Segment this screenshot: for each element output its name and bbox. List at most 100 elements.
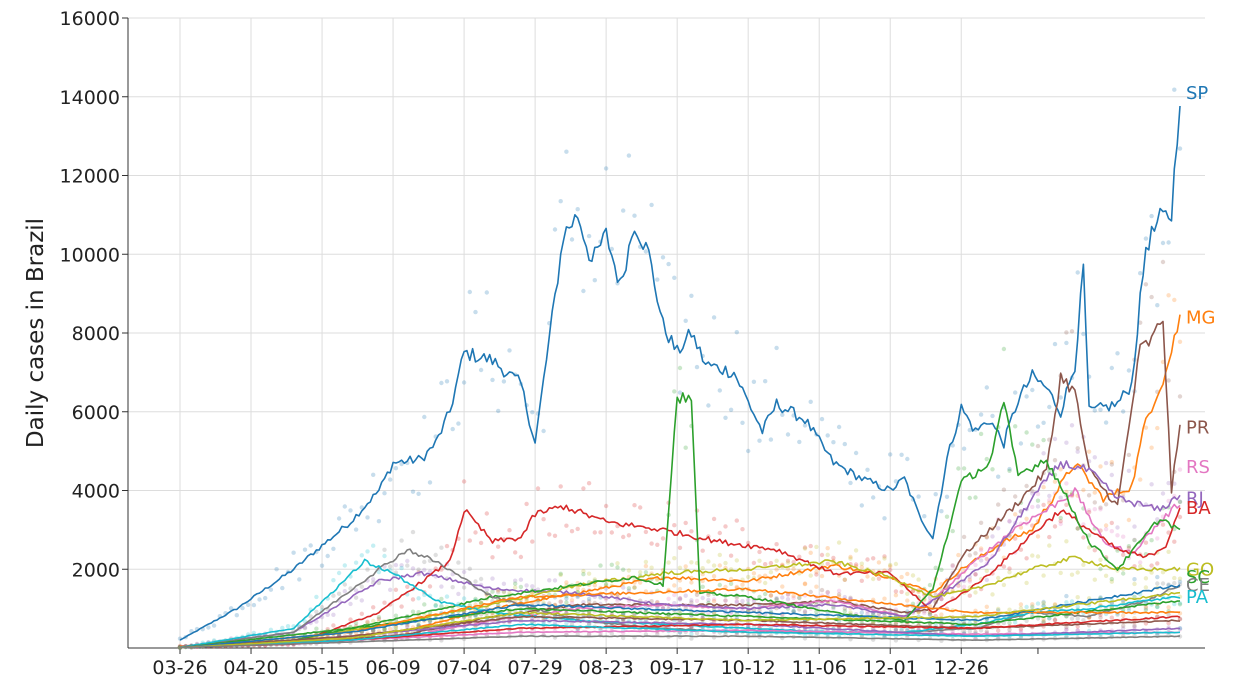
series-line: [179, 635, 1181, 649]
scatter-point: [467, 615, 472, 621]
scatter-point: [359, 584, 364, 589]
scatter-point: [740, 527, 745, 532]
scatter-point: [774, 542, 779, 547]
scatter-point: [933, 565, 938, 570]
scatter-point: [416, 491, 421, 496]
scatter-point: [1143, 606, 1149, 611]
scatter-point: [1109, 520, 1115, 526]
scatter-point: [535, 486, 541, 491]
scatter-point: [1075, 446, 1080, 451]
scatter-point: [365, 549, 370, 554]
scatter-point: [723, 415, 728, 420]
scatter-point: [825, 589, 830, 595]
scatter-point: [763, 580, 768, 586]
scatter-point: [456, 560, 461, 565]
scatter-point: [558, 572, 563, 578]
scatter-point: [1064, 340, 1069, 346]
scatter-point: [660, 536, 666, 541]
scatter-point: [694, 598, 700, 604]
scatter-point: [461, 380, 467, 385]
scatter-point: [1109, 365, 1115, 371]
scatter-point: [1081, 487, 1086, 493]
scatter-point: [603, 166, 609, 171]
scatter-point: [643, 570, 649, 575]
scatter-point: [728, 581, 734, 586]
scatter-point: [643, 559, 649, 565]
scatter-point: [780, 412, 785, 417]
scatter-point: [774, 597, 779, 602]
scatter-point: [308, 614, 313, 619]
scatter-point: [1035, 491, 1041, 497]
scatter-point: [285, 624, 291, 629]
scatter-point: [1177, 579, 1183, 584]
scatter-point: [427, 569, 433, 574]
scatter-point: [564, 580, 569, 585]
scatter-point: [501, 379, 507, 384]
scatter-point: [1155, 561, 1160, 566]
scatter-point: [1052, 524, 1058, 529]
scatter-point: [598, 530, 603, 535]
series-line-ce: [179, 548, 1181, 648]
scatter-point: [1001, 346, 1007, 352]
scatter-point: [1013, 390, 1018, 395]
scatter-point: [1177, 499, 1183, 504]
scatter-point: [791, 566, 796, 572]
scatter-point: [1092, 507, 1098, 512]
scatter-point: [785, 592, 791, 597]
scatter-point: [723, 598, 728, 603]
scatter-point: [848, 480, 853, 486]
scatter-point: [1024, 430, 1029, 435]
scatter-point: [689, 560, 694, 565]
scatter-point: [1109, 472, 1115, 478]
scatter-point: [1177, 616, 1183, 622]
scatter-point: [513, 578, 518, 583]
scatter-point: [302, 626, 308, 631]
scatter-point: [1024, 618, 1029, 624]
scatter-point: [518, 554, 524, 560]
scatter-point: [1092, 577, 1098, 582]
scatter-point: [410, 597, 416, 602]
scatter-point: [1035, 534, 1041, 539]
scatter-point: [416, 622, 421, 628]
scatter-point: [1092, 408, 1098, 413]
scatter-point: [717, 530, 722, 536]
scatter-point: [689, 580, 694, 585]
scatter-point: [564, 149, 569, 154]
scatter-point: [1052, 458, 1058, 463]
scatter-point: [388, 587, 393, 592]
scatter-point: [1064, 624, 1069, 630]
scatter-point: [910, 573, 916, 578]
scatter-point: [433, 552, 438, 558]
scatter-point: [1121, 571, 1126, 576]
scatter-point: [888, 564, 893, 569]
scatter-point: [547, 601, 552, 606]
scatter-point: [893, 589, 899, 594]
scatter-point: [655, 277, 660, 282]
scatter-point: [1132, 581, 1137, 587]
scatter-point: [1126, 545, 1132, 551]
scatter-point: [1092, 490, 1098, 495]
scatter-point: [1035, 498, 1041, 503]
scatter-point: [757, 549, 762, 555]
scatter-point: [365, 515, 370, 520]
scatter-point: [507, 590, 512, 596]
scatter-point: [768, 593, 774, 598]
scatter-point: [1075, 604, 1080, 609]
series-label-sp: SP: [1186, 83, 1208, 104]
scatter-point: [961, 446, 967, 451]
scatter-point: [791, 559, 796, 565]
scatter-point: [950, 563, 955, 568]
scatter-point: [961, 629, 967, 634]
scatter-point: [717, 552, 722, 558]
scatter-point: [558, 484, 563, 489]
scatter-point: [1155, 425, 1160, 431]
y-tick-label: 10000: [60, 244, 120, 266]
scatter-point: [1030, 442, 1035, 447]
scatter-point: [461, 569, 467, 575]
grid: [128, 17, 1205, 648]
scatter-point: [1069, 616, 1075, 621]
scatter-point: [427, 619, 433, 624]
scatter-point: [1103, 573, 1109, 578]
scatter-point: [586, 599, 592, 604]
scatter-point: [1013, 424, 1018, 429]
